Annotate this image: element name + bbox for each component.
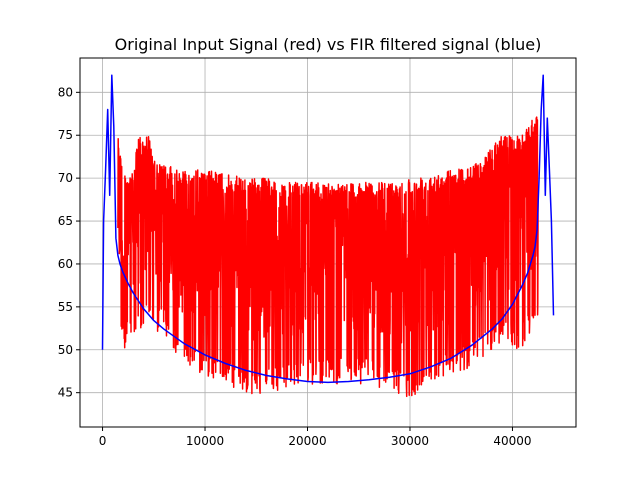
y-tick-label: 70 <box>58 171 73 185</box>
chart-title: Original Input Signal (red) vs FIR filte… <box>115 35 542 54</box>
axis-ticks: 0 10000 20000 30000 40000 45 50 55 60 65 70 75 80 <box>58 85 532 448</box>
plot-area <box>101 74 555 398</box>
x-tick-label: 40000 <box>493 434 531 448</box>
y-tick-label: 45 <box>58 386 73 400</box>
y-tick-label: 75 <box>58 128 73 142</box>
x-tick-label: 20000 <box>288 434 326 448</box>
axes-frame <box>79 57 577 428</box>
series-line-red <box>117 116 539 398</box>
x-tick-label: 30000 <box>391 434 429 448</box>
y-tick-label: 80 <box>58 85 73 99</box>
y-tick-label: 65 <box>58 214 73 228</box>
y-tick-label: 60 <box>58 257 73 271</box>
x-tick-label: 10000 <box>186 434 224 448</box>
y-tick-label: 55 <box>58 300 73 314</box>
series-line-blue <box>101 74 555 384</box>
y-tick-label: 50 <box>58 343 73 357</box>
x-tick-label: 0 <box>99 434 107 448</box>
